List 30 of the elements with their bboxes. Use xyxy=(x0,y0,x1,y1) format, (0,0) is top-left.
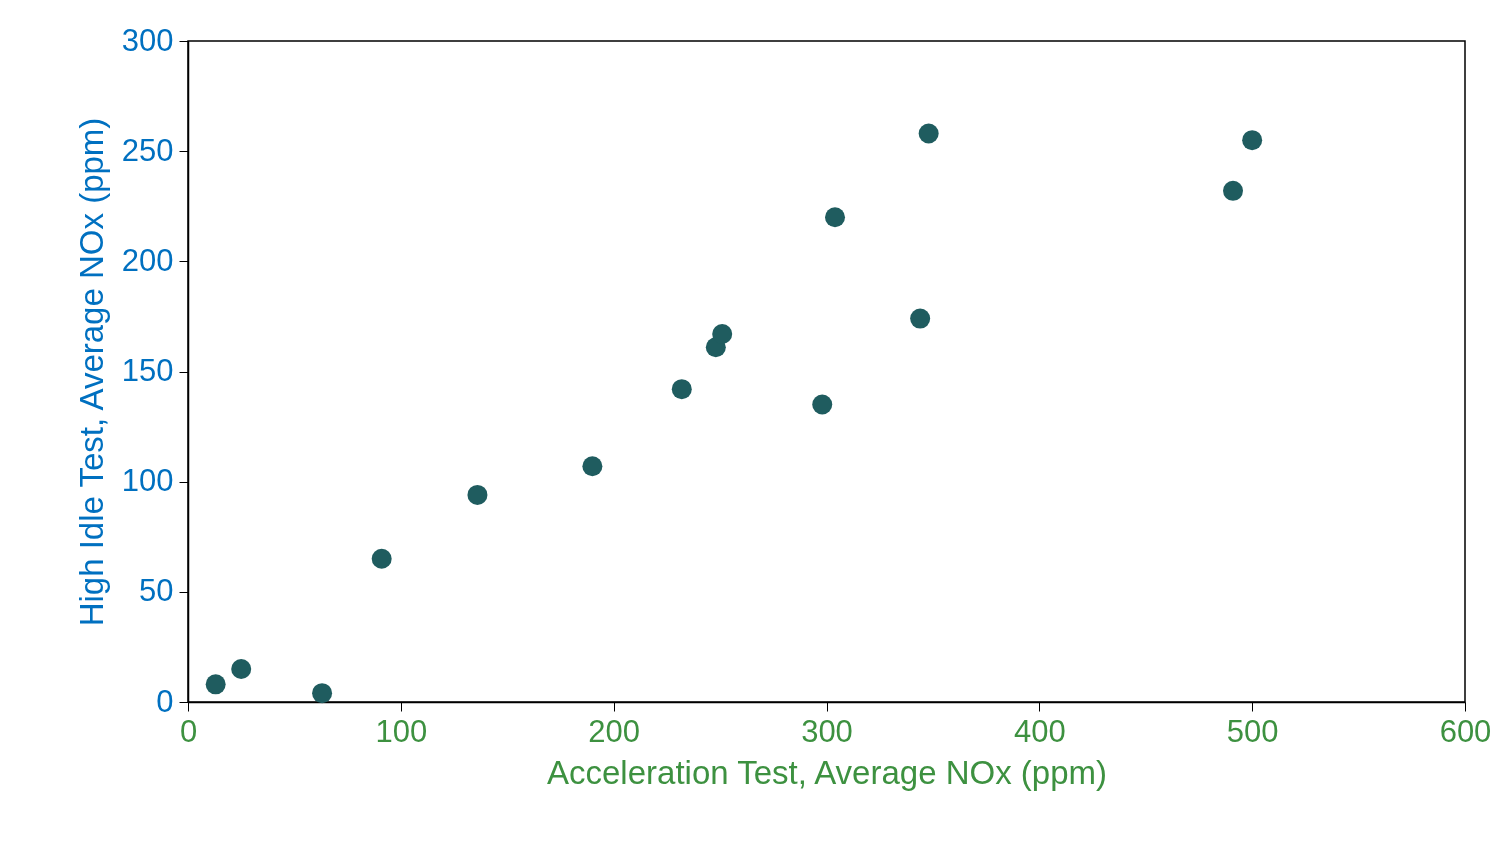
point xyxy=(371,548,392,569)
y-tick-label: 100 xyxy=(121,463,174,499)
x-tick-label: 600 xyxy=(1439,713,1492,749)
point xyxy=(1223,180,1244,201)
x-tick-label: 0 xyxy=(179,713,198,749)
point xyxy=(582,456,603,477)
point xyxy=(467,484,488,505)
point xyxy=(712,324,733,345)
point xyxy=(231,658,252,679)
point xyxy=(918,123,939,144)
y-tick-label: 0 xyxy=(156,683,174,719)
point xyxy=(1242,130,1263,151)
x-axis-title: Acceleration Test, Average NOx (ppm) xyxy=(546,753,1108,791)
point xyxy=(671,379,692,400)
point xyxy=(910,308,931,329)
x-tick-label: 100 xyxy=(375,713,428,749)
y-tick-label: 150 xyxy=(121,353,174,388)
point xyxy=(812,394,833,415)
y-tick-label: 200 xyxy=(121,242,174,278)
y-tick-label: 250 xyxy=(121,132,174,168)
x-tick-label: 200 xyxy=(588,713,641,749)
point xyxy=(312,683,333,704)
x-tick-label: 500 xyxy=(1226,713,1279,749)
x-tick-label: 400 xyxy=(1013,713,1066,749)
y-axis-title: High Idle Test, Average NOx (ppm) xyxy=(72,117,110,627)
y-tick-label: 50 xyxy=(139,573,174,609)
y-tick-label: 300 xyxy=(121,22,174,58)
point xyxy=(825,207,846,228)
point xyxy=(205,674,226,695)
x-tick-label: 300 xyxy=(801,713,853,749)
